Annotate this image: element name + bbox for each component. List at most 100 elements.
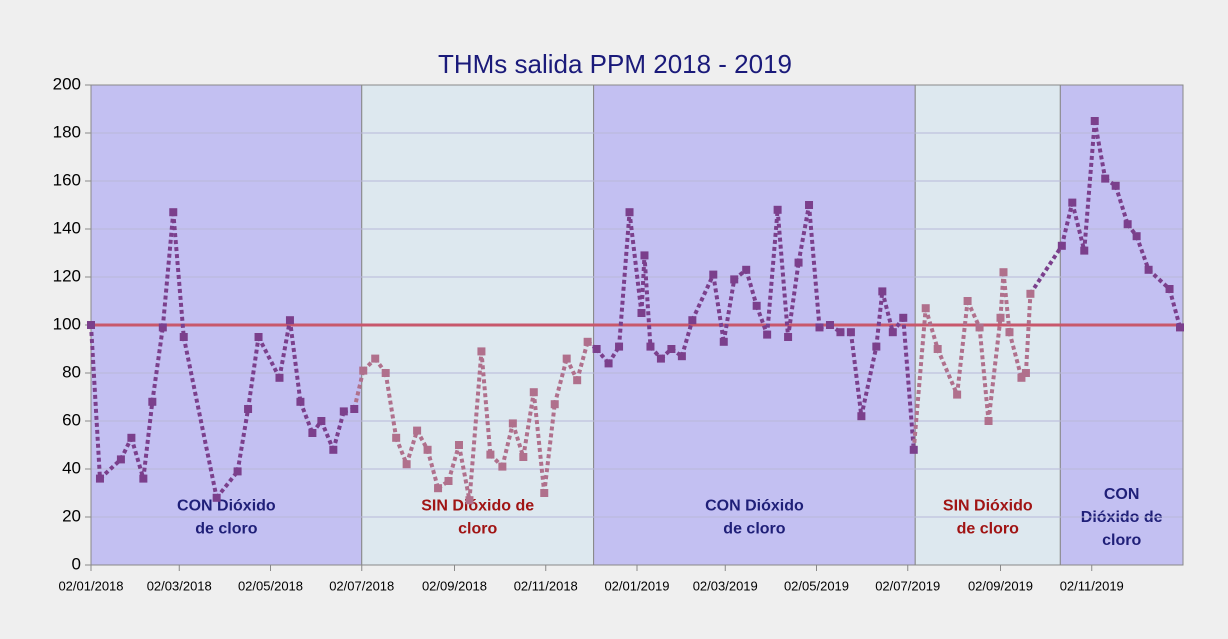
marker: [244, 405, 253, 413]
y-tick-label: 120: [53, 266, 81, 285]
line-segment: [923, 307, 940, 350]
marker: [646, 342, 655, 351]
region-label: SIN Dióxido de: [421, 498, 534, 515]
marker: [667, 345, 676, 353]
line-segment: [521, 391, 536, 458]
y-tick-label: 140: [53, 218, 81, 237]
line-segment: [542, 403, 557, 494]
line-segment: [796, 204, 811, 263]
marker: [984, 417, 993, 425]
marker: [836, 328, 845, 337]
marker: [730, 275, 739, 284]
marker: [583, 337, 592, 346]
marker: [996, 313, 1005, 322]
x-tick-label: 02/01/2018: [58, 578, 123, 593]
marker: [625, 208, 634, 217]
marker: [423, 445, 432, 454]
line-segment: [479, 351, 493, 455]
marker: [857, 412, 866, 421]
marker: [1005, 328, 1014, 337]
line-segment: [394, 437, 409, 465]
line-segment: [215, 470, 240, 500]
line-segment: [955, 300, 970, 395]
x-tick-label: 02/11/2018: [514, 578, 578, 593]
y-tick-label: 160: [53, 170, 81, 189]
line-segment: [150, 327, 165, 403]
line-segment: [1001, 272, 1012, 333]
marker: [434, 484, 443, 493]
marker: [350, 405, 359, 413]
y-tick-label: 60: [62, 410, 81, 429]
marker: [519, 453, 528, 461]
marker: [784, 333, 793, 341]
line-segment: [1007, 331, 1024, 379]
marker: [592, 345, 601, 353]
line-segment: [935, 348, 959, 396]
marker: [640, 251, 649, 260]
region-label: cloro: [1102, 532, 1141, 549]
line-segment: [235, 408, 251, 472]
x-tick-label: 02/05/2018: [238, 578, 303, 593]
line-segment: [277, 319, 292, 379]
line-segment: [711, 274, 726, 343]
line-segment: [160, 212, 176, 328]
marker: [604, 359, 613, 368]
line-segment: [679, 319, 695, 357]
marker: [169, 208, 178, 217]
line-segment: [256, 336, 282, 379]
marker: [275, 373, 284, 382]
line-segment: [246, 336, 261, 410]
marker: [359, 366, 368, 375]
marker: [1057, 241, 1066, 250]
marker: [805, 201, 814, 209]
line-segment: [859, 346, 879, 417]
line-segment: [510, 422, 526, 458]
x-tick-label: 02/09/2019: [968, 578, 1033, 593]
marker: [677, 352, 686, 361]
line-segment: [986, 317, 1003, 422]
marker: [1101, 174, 1110, 183]
line-segment: [880, 290, 895, 333]
marker: [573, 376, 582, 385]
line-segment: [446, 444, 461, 482]
line-segment: [901, 317, 916, 450]
line-segment: [181, 336, 219, 499]
marker: [878, 287, 887, 296]
line-segment: [721, 279, 737, 343]
y-tick-label: 100: [53, 314, 81, 333]
marker: [846, 328, 855, 337]
marker: [508, 419, 517, 428]
marker: [921, 304, 930, 313]
marker: [127, 433, 136, 442]
line-segment: [754, 305, 770, 336]
line-segment: [1092, 120, 1108, 179]
line-segment: [874, 291, 885, 347]
marker: [963, 297, 972, 305]
region-label: CON Dióxido: [177, 498, 276, 515]
marker: [825, 321, 834, 329]
y-tick-label: 40: [62, 458, 81, 477]
marker: [87, 321, 95, 329]
line-segment: [965, 300, 982, 329]
line-segment: [404, 430, 420, 465]
marker: [339, 407, 348, 416]
line-segment: [786, 262, 801, 338]
x-tick-label: 02/01/2019: [604, 578, 669, 593]
marker: [285, 316, 294, 325]
line-segment: [642, 255, 653, 347]
marker: [212, 493, 221, 502]
marker: [529, 388, 538, 397]
marker: [933, 345, 942, 353]
line-segment: [639, 255, 647, 314]
marker: [1144, 265, 1153, 274]
line-segment: [1023, 293, 1033, 374]
marker: [999, 268, 1008, 277]
marker: [615, 342, 624, 351]
marker: [1026, 289, 1035, 298]
line-segment: [89, 324, 102, 479]
marker: [1080, 246, 1089, 255]
marker: [317, 417, 326, 425]
marker: [953, 390, 962, 399]
x-tick-label: 02/03/2019: [693, 578, 758, 593]
